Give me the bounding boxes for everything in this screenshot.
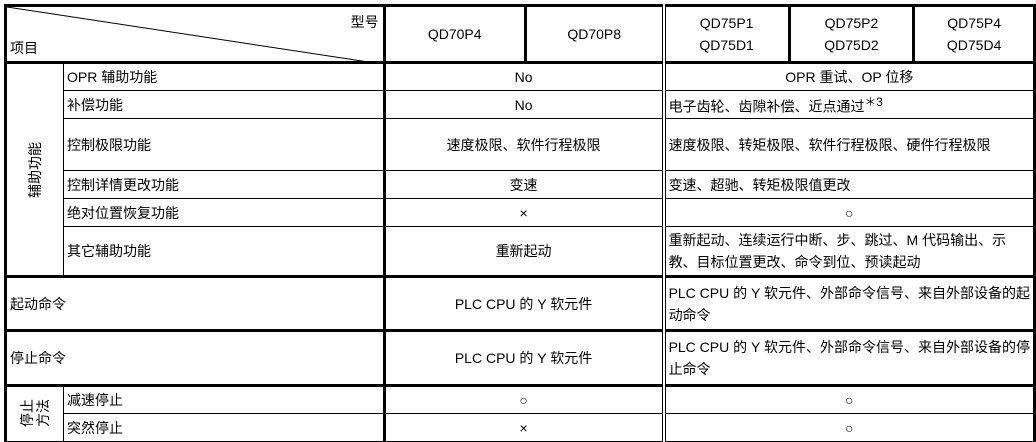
- qd75-value: PLC CPU 的 Y 软元件、外部命令信号、来自外部设备的起动命令: [661, 275, 1036, 332]
- label-line: 方法: [35, 398, 51, 427]
- qd70-value: No: [383, 90, 665, 119]
- qd75-value: 电子齿轮、齿隙补偿、近点通过＊3: [661, 90, 1036, 119]
- qd70-value: PLC CPU 的 Y 软元件: [382, 329, 666, 387]
- row-label: 控制极限功能: [63, 118, 386, 171]
- qd70-value: ○: [383, 385, 665, 414]
- model-qd75-2: QD75P2 QD75D2: [787, 4, 916, 64]
- qd75-value: PLC CPU 的 Y 软元件、外部命令信号、来自外部设备的停止命令: [661, 329, 1036, 387]
- model-label: 型号: [350, 14, 379, 30]
- model-name: QD75D2: [824, 37, 879, 53]
- diagonal-line: [13, 8, 356, 60]
- row-label: 起动命令: [4, 275, 386, 332]
- model-name: QD75P1: [699, 15, 754, 31]
- qd75-value: OPR 重试、OP 位移: [661, 62, 1036, 91]
- row-label: 减速停止: [63, 385, 386, 414]
- model-qd70p8: QD70P8: [523, 4, 666, 64]
- qd75-value: 变速、超驰、转矩极限值更改: [661, 170, 1036, 199]
- model-name: QD75P2: [824, 15, 879, 31]
- model-name: QD75D1: [699, 37, 754, 53]
- row-label: 补偿功能: [63, 90, 386, 119]
- row-label: OPR 辅助功能: [63, 62, 386, 91]
- value-text: 电子齿轮、齿隙补偿、近点通过: [668, 98, 865, 115]
- qd70-value: No: [383, 62, 665, 91]
- row-label: 突然停止: [63, 413, 386, 442]
- qd75-value: ○: [661, 198, 1036, 227]
- qd75-value: 重新起动、连续运行中断、步、跳过、M 代码输出、示教、目标位置更改、命令到位、预…: [661, 226, 1036, 277]
- qd70-value: 重新起动: [383, 226, 665, 277]
- qd70-value: ×: [383, 413, 665, 442]
- row-label: 其它辅助功能: [63, 226, 386, 277]
- item-label: 项目: [10, 40, 38, 56]
- qd70-value: ×: [383, 198, 665, 227]
- qd70-value: 变速: [383, 170, 665, 199]
- group-stop-method: 停止 方法: [4, 385, 64, 442]
- qd75-value: ○: [661, 385, 1036, 414]
- qd75-value: 速度极限、转矩极限、软件行程极限、硬件行程极限: [661, 118, 1036, 171]
- qd75-value: ○: [661, 413, 1036, 442]
- spec-table: 型号 项目 QD70P4 QD70P8 QD75P1 QD75D1 QD75P2 Q…: [4, 4, 1036, 442]
- group-label: 辅助功能: [27, 141, 43, 198]
- model-qd75-4: QD75P4 QD75D4: [912, 4, 1036, 64]
- qd70-value: PLC CPU 的 Y 软元件: [382, 275, 666, 332]
- model-qd75-1: QD75P1 QD75D1: [661, 4, 791, 64]
- row-label: 绝对位置恢复功能: [63, 198, 386, 227]
- model-name: QD75P4: [947, 15, 1001, 31]
- row-label: 停止命令: [4, 329, 386, 387]
- qd70-value: 速度极限、软件行程极限: [383, 118, 665, 171]
- header-corner-cell: 型号 项目: [4, 4, 386, 64]
- label-line: 停止: [19, 398, 35, 427]
- footnote-mark: ＊3: [864, 95, 883, 109]
- row-label: 控制详情更改功能: [63, 170, 386, 199]
- group-aux-functions: 辅助功能: [4, 62, 64, 277]
- group-label: 停止 方法: [19, 399, 51, 427]
- model-name: QD75D4: [946, 37, 1002, 53]
- model-qd70p4: QD70P4: [382, 4, 527, 64]
